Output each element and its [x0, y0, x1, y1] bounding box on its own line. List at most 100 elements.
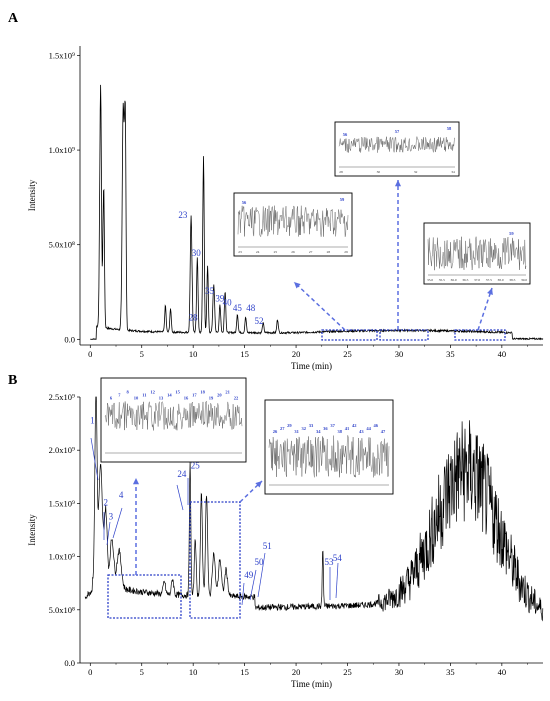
panel-b-x-tick-label: 20	[292, 667, 301, 677]
panel-b-inset-2-peak-label: 29	[287, 423, 292, 428]
panel-a-inset-2-trace	[338, 136, 456, 153]
panel-a-inset-3-tick-label: 35.0	[427, 278, 433, 282]
panel-b-inset-2-peak-label: 38	[338, 429, 343, 434]
panel-b-y-tick-label: 1.0x10⁹	[49, 552, 75, 562]
panel-b-peak-label: 4	[119, 490, 124, 500]
panel-b-inset-2	[264, 399, 394, 495]
panel-b-label-leader	[176, 484, 184, 511]
panel-b-inset-2-peak-label: 47	[381, 429, 386, 434]
panel-a-x-tick-label: 25	[343, 349, 352, 359]
panel-b-x-tick-label: 35	[446, 667, 455, 677]
panel-a-inset-1-tick-label: 29	[344, 250, 348, 254]
panel-a-inset-3-tick-label: 39.0	[521, 278, 527, 282]
panel-b-inset-1-peak-label: 22	[234, 396, 239, 401]
panel-b-inset-2-peak-label: 46	[374, 423, 379, 428]
panel-a-inset-2-peak-label: 56	[343, 132, 348, 137]
panel-b-x-tick-label: 0	[88, 667, 92, 677]
panel-b-chart: 0 5 10 15 20 25 30 35 40 0.0 5.0x10⁸ 1.0x10⁹ 1.5x10⁹…	[27, 377, 544, 689]
panel-a-inset-2-tick-label: 28	[339, 170, 343, 174]
panel-a-y-axis-title: Intensity	[27, 179, 37, 211]
panel-a-arrow-3-head	[487, 288, 493, 295]
panel-a-inset-1-tick-label: 23	[238, 250, 242, 254]
panel-a-inset-1	[233, 192, 353, 257]
panel-b-inset-2-peak-label: 42	[352, 423, 357, 428]
panel-a-peak-label: 45	[233, 303, 243, 313]
panel-a-y-tick-label: 1.0x10⁹	[49, 145, 75, 155]
panel-b-label-leader	[106, 521, 111, 546]
panel-b-inset-2-trace	[268, 435, 390, 478]
panel-a-y-tick-label: 1.5x10⁹	[49, 50, 75, 60]
panel-a-peak-label: 30	[192, 248, 202, 258]
panel-b-label-leader	[90, 437, 99, 481]
panel-a-inset-1-tick-label: 26	[291, 250, 295, 254]
panel-b-inset-2-peak-label: 27	[280, 426, 285, 431]
panel-b-inset-2-peak-label: 36	[323, 426, 328, 431]
panel-b-inset-1-peak-label: 6	[110, 396, 113, 401]
panel-b-peak-label: 2	[103, 498, 108, 508]
panel-a-x-tick-label: 30	[395, 349, 404, 359]
panel-a-inset-2-peak-label: 57	[395, 129, 400, 134]
panel-b-inset-1-peak-label: 18	[200, 390, 205, 395]
panel-a-chromatogram-trace	[90, 84, 544, 341]
panel-b-x-tick-label: 30	[395, 667, 404, 677]
panel-a-zoom-box-1	[321, 329, 378, 341]
panel-a-peak-label: 39	[215, 293, 225, 303]
panel-a-inset-2-peak-label: 58	[447, 126, 452, 131]
panel-b-peak-label: 51	[263, 541, 272, 551]
panel-a-peak-label: 28	[189, 312, 199, 322]
panel-b-y-tick-label: 2.5x10⁹	[49, 392, 75, 402]
panel-b-x-tick-label: 10	[189, 667, 198, 677]
panel-b-zoom-box-2	[189, 501, 241, 619]
panel-a-inset-3-tick-label: 36.0	[450, 278, 456, 282]
panel-a-x-tick-label: 10	[189, 349, 198, 359]
panel-b-x-tick-label: 40	[498, 667, 507, 677]
panel-a-arrow-1-head	[294, 282, 301, 289]
panel-b-inset-1-peak-label: 8	[127, 390, 130, 395]
panel-b-x-axis-title: Time (min)	[291, 679, 332, 689]
panel-b-peak-label: 24	[177, 469, 187, 479]
panel-a-inset-2-tick-label: 34	[451, 170, 455, 174]
panel-b-peak-label: 25	[191, 460, 201, 470]
panel-a-x-tick-label: 15	[240, 349, 249, 359]
panel-a-inset-3-trace	[427, 236, 527, 271]
panel-a-arrow-2-head	[394, 180, 402, 187]
panel-b-label-leader	[249, 569, 257, 601]
panel-b-label-leader	[335, 562, 339, 599]
panel-a-x-tick-label: 40	[498, 349, 507, 359]
panel-b-letter: B	[8, 373, 17, 388]
panel-a-peak-label: 48	[246, 303, 256, 313]
panel-b-peak-label: 53	[324, 557, 334, 567]
panel-a-inset-3-tick-label: 37.5	[486, 278, 492, 282]
panel-b-chromatogram-trace	[84, 396, 544, 622]
panel-a-arrow-1	[293, 281, 346, 331]
panel-b-arrow-2	[239, 480, 263, 503]
panel-a-inset-1-tick-label: 28	[327, 250, 331, 254]
panel-b-inset-1-peak-label: 17	[192, 393, 197, 398]
panel-a-x-axis-title: Time (min)	[291, 361, 332, 371]
panel-a-peak-label: 40	[223, 297, 233, 307]
panel-b-inset-2-peak-label: 44	[366, 426, 371, 431]
panel-b-y-tick-label: 5.0x10⁸	[49, 605, 75, 615]
panel-a-peak-label: 35	[205, 286, 215, 296]
panel-b-inset-1	[100, 377, 247, 463]
panel-b-peak-label: 50	[255, 557, 265, 567]
panel-b-inset-1-peak-label: 10	[134, 396, 139, 401]
panel-b-arrow-1-head	[132, 478, 140, 485]
panel-b-inset-2-peak-label: 31	[294, 429, 299, 434]
panel-b-peak-label: 1	[90, 416, 95, 426]
panel-b-inset-2-peak-label: 34	[316, 429, 321, 434]
panel-a-inset-3-tick-label: 37.0	[474, 278, 480, 282]
panel-b-inset-1-peak-label: 15	[175, 390, 180, 395]
panel-a-peak-label: 23	[178, 210, 188, 220]
panel-a-inset-1-peak-label: 56	[242, 200, 247, 205]
panel-b-inset-2-peak-label: 41	[345, 426, 350, 431]
panel-b-label-leader	[257, 552, 266, 598]
panel-b-inset-1-peak-label: 13	[159, 396, 164, 401]
panel-b-inset-2-peak-label: 43	[359, 429, 364, 434]
panel-a-arrow-3	[477, 287, 493, 331]
panel-a-x-tick-label: 20	[292, 349, 301, 359]
panel-b-inset-1-peak-label: 20	[217, 393, 222, 398]
panel-a-y-tick-label: 0.0	[64, 334, 75, 344]
panel-b-peak-label: 3	[109, 511, 114, 521]
